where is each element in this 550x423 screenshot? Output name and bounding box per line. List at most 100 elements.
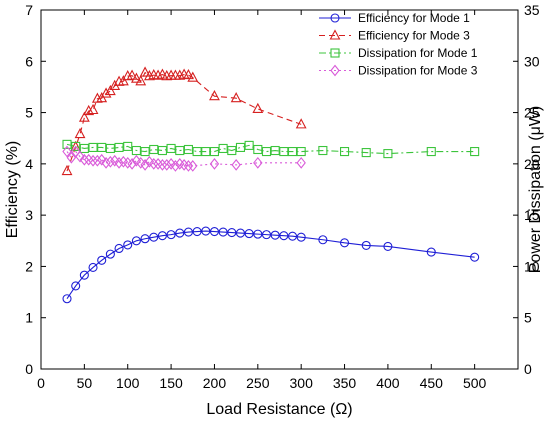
x-tick-label: 500 (463, 375, 487, 391)
series-2-point (104, 84, 116, 96)
series-1-point (279, 231, 289, 241)
series-2-point (183, 68, 194, 80)
series-3-point (209, 146, 220, 157)
y-tick-label: 3 (25, 207, 33, 223)
series-4-point (136, 156, 146, 169)
series-3-point (470, 146, 480, 157)
x-tick-label: 50 (77, 375, 93, 391)
series-1-point (201, 226, 211, 236)
legend-label-4: Dissipation for Mode 3 (358, 64, 478, 78)
series-1-point (79, 270, 89, 280)
series-4-point (62, 145, 72, 158)
series-3-point (218, 143, 228, 154)
series-4-point (127, 157, 137, 170)
series-3-point (79, 143, 89, 154)
series-3-point (426, 146, 436, 157)
series-2-point (61, 164, 73, 176)
series-1-point (296, 232, 306, 242)
series-4-point (79, 153, 90, 166)
y2-tick-label: 35 (524, 2, 540, 18)
series-1-point (105, 249, 115, 259)
series-1-point (123, 240, 133, 250)
series-4-point (149, 157, 159, 170)
x-tick-label: 350 (333, 375, 357, 391)
series-1-point (339, 238, 350, 248)
y2-tick-label: 20 (524, 156, 540, 172)
series-3-point (192, 146, 202, 157)
series-1-point (157, 231, 167, 241)
series-3-point (114, 142, 124, 152)
series-4-line (66, 150, 302, 167)
series-2-point (174, 69, 186, 80)
series-2-point (143, 69, 155, 81)
series-2-point (157, 68, 168, 79)
series-4-point (170, 160, 181, 172)
series-1-point (287, 231, 298, 241)
series-4-point (97, 153, 107, 166)
x-tick-label: 250 (246, 375, 270, 391)
series-1-point (244, 229, 254, 239)
series-3-point (383, 149, 393, 159)
series-3-point (157, 145, 167, 156)
legend-marker-3 (330, 48, 340, 58)
series-2-point (126, 69, 138, 80)
legend-marker-1 (330, 13, 340, 23)
series-3-point (140, 146, 150, 157)
series-3-point (227, 145, 237, 156)
series-3-point (270, 145, 280, 156)
series-3-point (149, 144, 159, 155)
series-4-point (188, 160, 198, 172)
series-2-point (139, 66, 151, 77)
series-1-point (426, 247, 436, 257)
series-4-point (140, 159, 150, 171)
y-tick-label: 5 (25, 105, 33, 121)
y2-tick-label: 15 (524, 207, 540, 223)
series-4-point (253, 156, 263, 169)
series-4-point (101, 156, 111, 169)
series-2-line (66, 71, 302, 172)
series-1-point (253, 229, 263, 239)
series-1-point (192, 227, 202, 237)
x-tick-label: 400 (376, 375, 400, 391)
series-1-point (114, 243, 124, 254)
y-tick-label: 1 (25, 310, 33, 326)
series-3-point (183, 144, 193, 155)
series-1-point (149, 232, 159, 242)
y-tick-label: 4 (25, 156, 33, 172)
series-4-point (209, 157, 220, 170)
x-tick-label: 0 (37, 375, 45, 391)
chart-marks (61, 66, 480, 304)
axis-ticks: 0 50 100 150 200 250 300 350 400 450 500 0 1 2 3 4 5 6 7 0 5… (25, 2, 540, 391)
series-3-point (175, 145, 185, 156)
y-tick-label: 6 (25, 53, 33, 69)
series-2-point (295, 118, 307, 129)
series-1-point (470, 252, 480, 262)
series-1-point (318, 235, 328, 245)
x-tick-label: 100 (116, 375, 140, 391)
y2-tick-label: 10 (524, 258, 540, 274)
y2-axis-label: Power Dissipation (μW) (527, 106, 544, 273)
series-2-point (187, 71, 199, 82)
series-2-point (252, 102, 264, 114)
series-1-point (88, 262, 98, 273)
x-tick-label: 150 (159, 375, 183, 391)
y-tick-label: 2 (25, 258, 33, 274)
series-1-point (383, 241, 393, 251)
series-4-point (88, 154, 98, 167)
series-3-point (318, 145, 328, 156)
series-1-point (270, 230, 280, 240)
series-2-point (130, 72, 142, 83)
series-2-point (135, 75, 147, 86)
series-3-point (105, 143, 115, 154)
x-axis-label: Load Resistance (Ω) (206, 401, 352, 418)
series-1-point (71, 281, 81, 291)
legend-label-3: Dissipation for Mode 1 (358, 46, 478, 60)
y-tick-label: 0 (25, 361, 33, 377)
y2-tick-label: 25 (524, 105, 540, 121)
legend-label-1: Efficiency for Mode 1 (358, 11, 470, 25)
plot-frame (40, 9, 519, 370)
series-1-point (175, 228, 185, 238)
series-3-point (235, 142, 246, 152)
series-3-point (261, 146, 272, 157)
